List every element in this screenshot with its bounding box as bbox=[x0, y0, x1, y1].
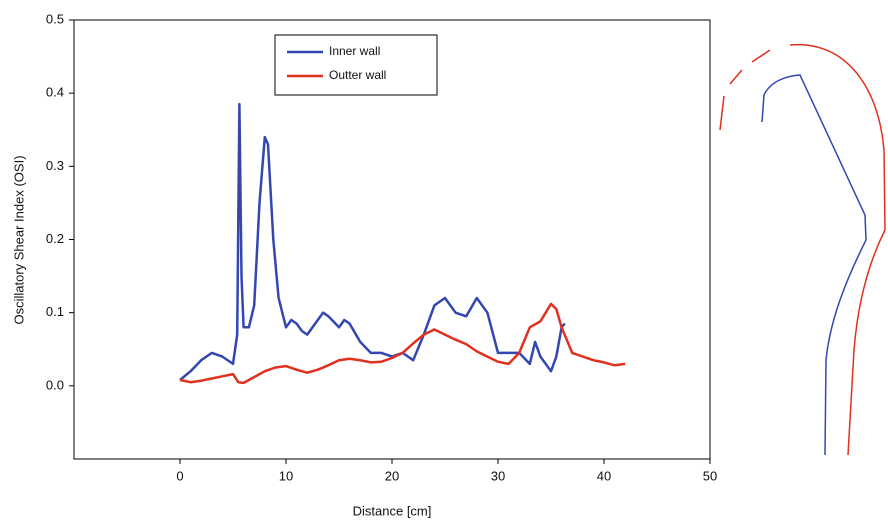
y-tick-label: 0.5 bbox=[46, 11, 64, 26]
x-tick-label: 50 bbox=[703, 468, 717, 483]
x-tick-label: 30 bbox=[491, 468, 505, 483]
x-tick-label: 20 bbox=[385, 468, 399, 483]
y-tick-label: 0.0 bbox=[46, 377, 64, 392]
x-tick-label: 40 bbox=[597, 468, 611, 483]
outer-wall-sketch bbox=[789, 43, 886, 456]
legend-label: Inner wall bbox=[329, 44, 380, 58]
series-line bbox=[179, 102, 566, 381]
x-axis-label: Distance [cm] bbox=[353, 503, 432, 518]
y-tick-label: 0.2 bbox=[46, 231, 64, 246]
series-line bbox=[179, 302, 626, 385]
y-tick-label: 0.4 bbox=[46, 85, 64, 100]
x-tick-label: 10 bbox=[279, 468, 293, 483]
x-tick-label: 0 bbox=[176, 468, 183, 483]
y-tick-label: 0.1 bbox=[46, 304, 64, 319]
y-tick-label: 0.3 bbox=[46, 158, 64, 173]
artery-sketch bbox=[719, 43, 886, 456]
legend-box bbox=[274, 34, 438, 96]
legend-label: Outter wall bbox=[329, 68, 386, 82]
outer-wall-dashed bbox=[719, 49, 771, 131]
inner-wall-sketch bbox=[761, 74, 867, 456]
y-axis-label: Oscillatory Shear Index (OSI) bbox=[11, 155, 26, 324]
